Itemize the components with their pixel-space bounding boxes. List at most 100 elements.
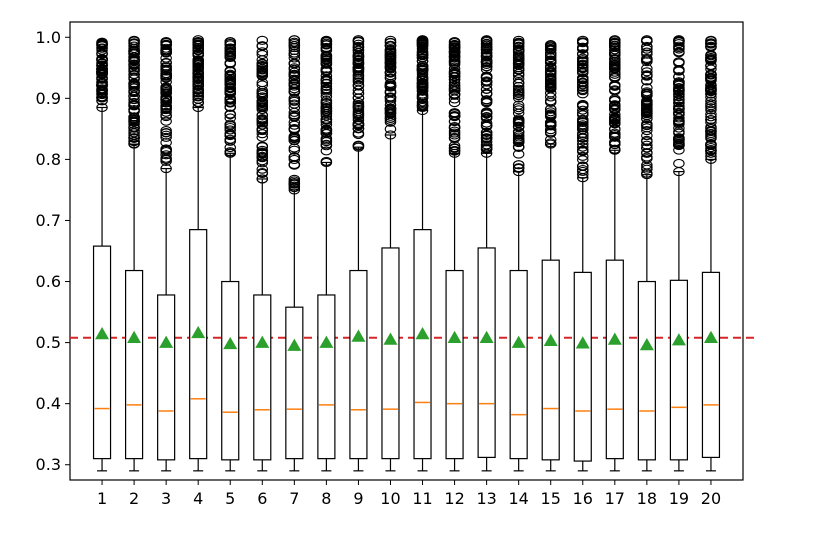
outlier-point (416, 75, 429, 85)
outlier-point (544, 88, 557, 98)
iqr-box (221, 280, 240, 461)
outliers (288, 35, 301, 195)
x-tick-label: 20 (701, 489, 721, 508)
outlier-point (609, 101, 621, 111)
outlier-point (577, 53, 589, 63)
box-4 (189, 35, 208, 472)
outlier-point (96, 67, 108, 77)
outlier-point (256, 35, 269, 45)
outlier-point (512, 86, 525, 96)
outlier-point (609, 105, 621, 115)
outlier-point (224, 130, 236, 140)
outlier-point (577, 120, 589, 130)
outlier-point (673, 94, 685, 104)
outlier-point (288, 152, 301, 162)
outlier-point (384, 113, 397, 123)
outlier-point (128, 66, 140, 76)
box-3 (157, 36, 176, 472)
box-14 (509, 35, 528, 472)
outlier-point (577, 151, 589, 161)
outlier-point (224, 58, 236, 68)
outlier-point (352, 102, 365, 112)
outlier-point (480, 120, 493, 130)
outlier-point (480, 118, 493, 128)
outlier-point (609, 116, 621, 126)
outlier-point (256, 47, 269, 57)
outlier-point (352, 57, 365, 67)
outlier-point (705, 99, 717, 109)
outlier-point (641, 162, 653, 172)
outliers (96, 37, 108, 113)
outlier-point (641, 121, 653, 131)
outlier-point (577, 101, 589, 111)
outlier-point (192, 39, 204, 49)
outlier-point (448, 81, 461, 91)
outlier-point (96, 37, 108, 47)
outlier-point (416, 56, 429, 66)
outlier-point (641, 87, 653, 97)
outlier-point (544, 125, 557, 135)
outlier-point (448, 98, 461, 108)
mean-marker (255, 335, 270, 348)
iqr-box (189, 229, 208, 460)
outlier-point (320, 50, 333, 60)
outlier-point (577, 44, 589, 54)
outlier-point (641, 55, 653, 65)
outlier-point (544, 42, 557, 52)
outlier-point (160, 128, 172, 138)
outliers (609, 35, 621, 155)
outlier-point (448, 69, 461, 79)
outlier-point (96, 43, 108, 53)
outlier-point (705, 70, 717, 80)
iqr-box (413, 229, 432, 460)
outliers (224, 36, 236, 158)
box-15 (541, 40, 560, 472)
outlier-point (352, 113, 365, 123)
outlier-point (512, 115, 525, 125)
outlier-point (128, 48, 140, 58)
outlier-point (416, 35, 429, 45)
outlier-point (224, 95, 236, 105)
outlier-point (320, 35, 333, 45)
outlier-point (256, 158, 269, 168)
outlier-point (288, 63, 301, 73)
outlier-point (641, 148, 653, 158)
outlier-point (288, 145, 301, 155)
outlier-point (224, 36, 236, 47)
mean-marker (639, 338, 654, 351)
box-12 (445, 36, 464, 472)
outlier-point (160, 153, 172, 163)
outlier-point (705, 60, 717, 70)
outlier-point (577, 105, 589, 115)
outlier-point (673, 83, 685, 93)
outlier-point (512, 38, 525, 48)
outlier-point (512, 42, 525, 52)
boxes-layer (92, 35, 721, 472)
outlier-point (384, 41, 397, 51)
mean-marker (447, 330, 462, 343)
outlier-point (352, 67, 365, 77)
outlier-point (352, 88, 365, 98)
outlier-point (705, 114, 717, 125)
y-tick-label: 0.5 (36, 333, 61, 352)
mean-marker (479, 330, 494, 343)
outlier-point (480, 95, 493, 105)
outlier-point (641, 154, 653, 164)
mean-marker (95, 327, 110, 340)
outlier-point (128, 123, 140, 133)
outlier-point (320, 96, 333, 106)
outlier-point (416, 97, 429, 107)
outlier-point (384, 35, 397, 45)
outlier-point (577, 84, 589, 95)
outlier-point (673, 113, 685, 123)
outlier-point (705, 80, 717, 90)
outlier-point (512, 149, 525, 159)
outlier-point (160, 103, 172, 113)
outlier-point (641, 137, 653, 147)
outlier-point (224, 98, 236, 108)
outlier-point (192, 68, 204, 78)
outlier-point (320, 59, 333, 69)
outlier-point (609, 49, 621, 59)
outlier-point (256, 129, 269, 139)
mean-marker (703, 330, 718, 343)
